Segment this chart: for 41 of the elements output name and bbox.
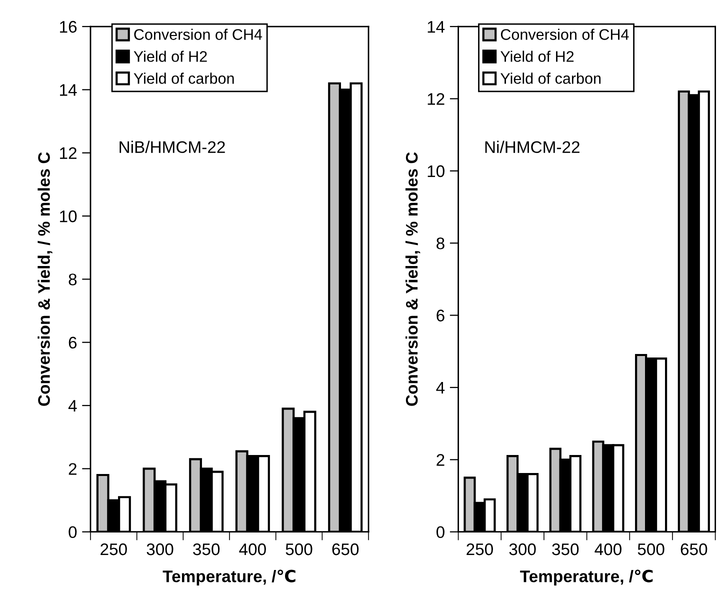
y-tick-label: 14 [428,21,445,33]
x-tick-label: 650 [680,543,708,556]
annotation: Ni/HMCM-22 [485,140,580,154]
x-tick-label: 350 [193,543,220,556]
x-tick-label: 300 [146,543,174,556]
y-tick-label: 16 [60,20,77,33]
y-tick-label: 2 [436,454,444,466]
x-tick-label: 400 [594,543,622,556]
y-tick-label: 2 [68,463,76,475]
legend-label: Yield of carbon [134,72,234,84]
legend-label: Yield of H2 [134,50,207,62]
legend-label: Conversion of CH4 [500,28,629,40]
y-tick-label: 14 [60,84,77,96]
y-tick-label: 6 [436,310,444,322]
x-tick-label: 400 [239,543,266,556]
x-tick-label: 350 [552,543,579,556]
x-tick-label: 300 [509,543,536,556]
x-axis-title: Temperature, /℃ [520,570,653,586]
x-axis-title: Temperature, /℃ [162,570,296,586]
y-tick-label: 0 [436,526,444,538]
y-axis-title: Conversion & Yield, / % moles C [38,152,52,406]
x-tick-label: 250 [100,543,127,556]
x-tick-label: 500 [638,543,664,556]
y-axis-title: Conversion & Yield, / % moles C [405,152,420,406]
y-tick-label: 4 [436,382,445,394]
x-tick-label: 650 [332,543,359,556]
y-tick-label: 10 [60,210,77,222]
y-tick-label: 12 [428,93,444,105]
y-tick-label: 4 [68,400,77,412]
legend-label: Conversion of CH4 [134,28,262,40]
x-tick-label: 250 [466,543,493,556]
y-tick-label: 12 [60,147,76,159]
y-tick-label: 8 [436,237,444,250]
y-tick-label: 6 [68,336,77,349]
legend-label: Yield of carbon [500,72,601,84]
y-tick-label: 8 [68,274,77,286]
x-tick-label: 500 [286,543,312,556]
legend-label: Yield of H2 [500,50,574,62]
y-tick-label: 0 [68,526,77,538]
annotation: NiB/HMCM-22 [120,140,225,154]
y-tick-label: 10 [428,165,444,178]
